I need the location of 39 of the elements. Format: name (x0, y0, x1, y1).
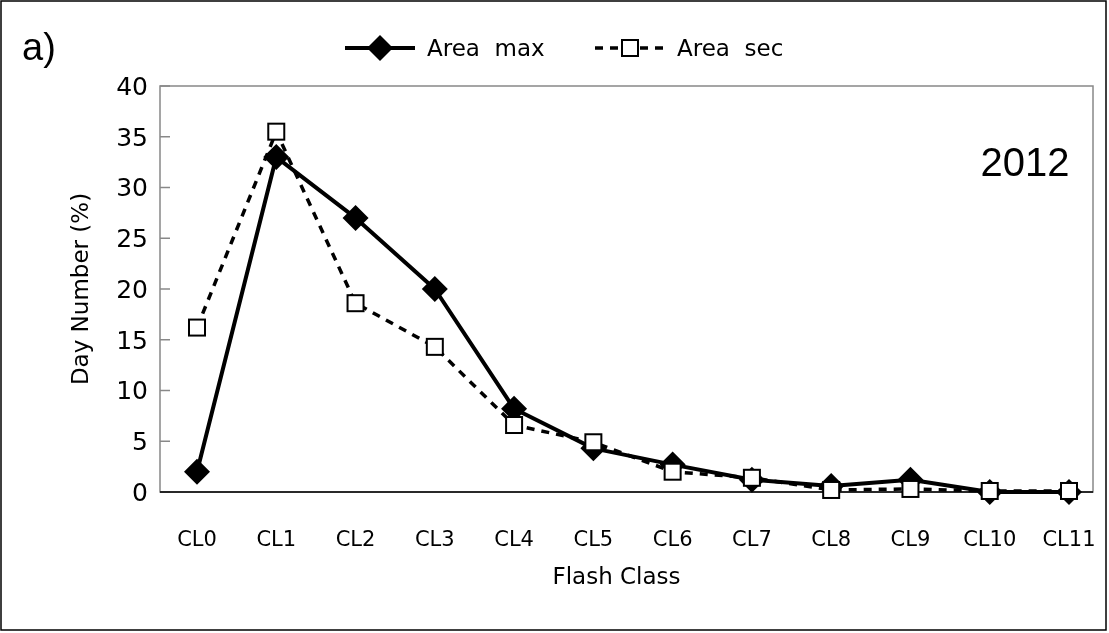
point (505, 416, 524, 435)
y-axis-title: Day Number (%) (67, 192, 93, 386)
y-tick-label: 40 (116, 71, 148, 101)
x-tick-label: CL5 (573, 527, 614, 551)
y-tick-label: 5 (132, 427, 148, 456)
x-tick-label: CL1 (256, 527, 297, 551)
y-tick-label: 25 (116, 224, 148, 253)
point (425, 337, 444, 356)
y-tick-label: 0 (132, 477, 148, 507)
point (267, 122, 286, 141)
y-tick-label: 10 (116, 376, 148, 406)
x-tick-label: CL10 (963, 527, 1017, 551)
y-tick-label: 35 (116, 122, 148, 152)
x-tick-label: CL0 (177, 527, 217, 551)
x-tick-label: CL8 (811, 527, 852, 551)
point (663, 462, 682, 481)
text: a) (22, 26, 56, 68)
legend-label: Area sec (677, 35, 784, 62)
x-tick-label: CL11 (1042, 527, 1096, 551)
y-tick-label: 20 (116, 274, 148, 304)
point (188, 318, 206, 337)
x-tick-label: CL7 (732, 527, 772, 551)
point (901, 479, 920, 498)
x-axis-title: Flash Class (552, 563, 681, 589)
legend-label: Area max (427, 35, 545, 62)
annotation: 2012 (980, 140, 1070, 185)
point (822, 480, 841, 499)
x-tick-label: CL6 (652, 527, 693, 551)
point (346, 294, 365, 313)
y-tick-label: 15 (116, 325, 148, 355)
y-tick-label: 30 (116, 173, 148, 203)
point (342, 204, 369, 231)
point (584, 433, 603, 452)
x-tick-label: CL2 (335, 527, 376, 551)
x-tick-label: CL9 (890, 527, 931, 551)
x-tick-label: CL3 (414, 527, 455, 551)
point (421, 276, 448, 302)
point (184, 458, 210, 485)
x-tick-label: CL4 (494, 527, 534, 551)
